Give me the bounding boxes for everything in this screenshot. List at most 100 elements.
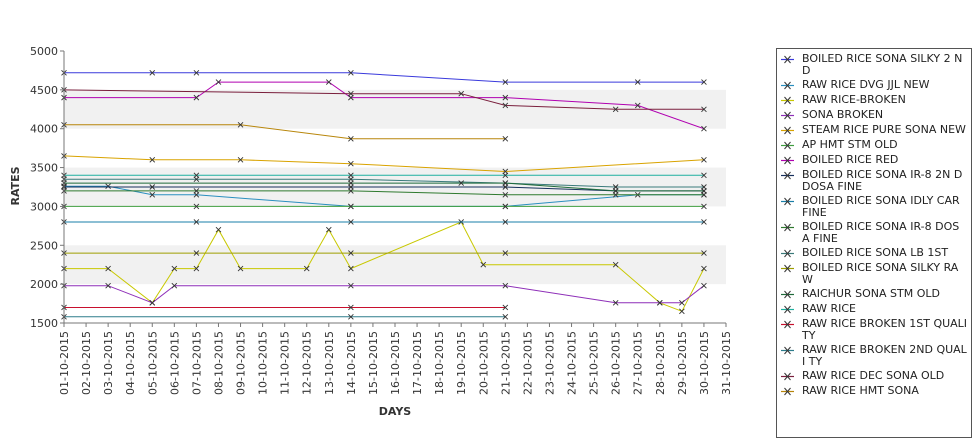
data-point <box>701 156 707 163</box>
legend-item: SONA BROKEN <box>777 109 971 122</box>
x-tick-label: 12-10-2015 <box>301 331 314 395</box>
series-8 <box>61 219 707 225</box>
legend-label: BOILED RICE SONA SILKY 2 ND <box>802 52 963 77</box>
data-point <box>149 184 156 190</box>
legend-label: BOILED RICE SONA SILKY RA W <box>802 261 959 286</box>
y-tick-label: 3500 <box>30 162 58 175</box>
x-tick-label: 23-10-2015 <box>543 331 556 395</box>
data-point <box>502 313 509 320</box>
data-point <box>502 282 509 289</box>
x-axis-ticks: 01-10-2015 02-10-2015 03-10-2015 04-10-2015… <box>58 323 733 395</box>
legend-marker-icon <box>781 111 794 120</box>
x-tick-label: 10-10-2015 <box>257 331 270 395</box>
data-point <box>193 94 200 101</box>
legend-marker-icon <box>781 305 794 314</box>
legend-item: BOILED RICE SONA SILKY RA W <box>777 262 971 286</box>
legend-item: RAW RICE-BROKEN <box>777 94 971 107</box>
x-tick-label: 01-10-2015 <box>58 331 71 395</box>
data-point <box>348 135 354 142</box>
data-point <box>612 299 619 306</box>
legend-item: BOILED RICE SONA IR-8 DOS A FINE <box>777 221 971 245</box>
data-point <box>171 265 178 272</box>
legend-marker-icon <box>781 320 794 329</box>
x-tick-label: 15-10-2015 <box>367 331 380 395</box>
data-point <box>656 299 663 306</box>
data-point <box>701 106 707 113</box>
x-tick-label: 04-10-2015 <box>124 331 137 395</box>
data-point <box>149 299 156 306</box>
data-point <box>458 90 465 97</box>
data-point <box>105 183 111 190</box>
legend-item: BOILED RICE SONA IR-8 2N D DOSA FINE <box>777 169 971 193</box>
legend-item: BOILED RICE SONA SILKY 2 ND <box>777 53 971 77</box>
legend-label: RAW RICE <box>802 302 857 315</box>
data-point <box>701 188 707 194</box>
grid-band <box>64 245 726 285</box>
legend-item: RAW RICE HMT SONA <box>777 385 971 398</box>
x-tick-label: 16-10-2015 <box>389 331 402 395</box>
legend-marker-icon <box>781 126 794 135</box>
data-point <box>171 282 178 289</box>
chart-legend: BOILED RICE SONA SILKY 2 ND RAW RICE DVG … <box>776 48 972 438</box>
legend-marker-icon <box>781 346 794 355</box>
legend-label: RAW RICE-BROKEN <box>802 93 906 106</box>
data-point <box>105 282 111 289</box>
series-line <box>64 178 704 188</box>
data-point <box>701 172 707 179</box>
series-14 <box>61 304 509 311</box>
data-point <box>612 106 619 113</box>
series-line <box>64 72 704 83</box>
legend-item: RAW RICE DEC SONA OLD <box>777 370 971 383</box>
y-axis-ticks: 1500 2000 2500 3000 3500 4000 4500 5000 <box>30 45 64 330</box>
x-tick-label: 11-10-2015 <box>279 331 292 395</box>
legend-marker-icon <box>781 96 794 105</box>
series-line <box>64 185 704 207</box>
legend-label: SONA BROKEN <box>802 108 884 121</box>
data-point <box>502 219 509 225</box>
y-tick-label: 5000 <box>30 45 58 58</box>
data-point <box>149 156 156 163</box>
data-point <box>679 299 685 306</box>
x-tick-label: 18-10-2015 <box>433 331 446 395</box>
legend-item: BOILED RICE SONA IDLY CAR FINE <box>777 195 971 219</box>
series-0 <box>61 69 707 85</box>
series-line <box>63 89 704 110</box>
data-point <box>634 79 641 85</box>
x-tick-label: 08-10-2015 <box>212 331 225 395</box>
data-point <box>458 180 465 186</box>
legend-marker-icon <box>781 223 794 232</box>
x-tick-label: 07-10-2015 <box>190 331 203 395</box>
legend-marker-icon <box>781 249 794 258</box>
legend-label: RAW RICE DEC SONA OLD <box>802 369 945 382</box>
legend-item: AP HMT STM OLD <box>777 139 971 152</box>
series-lines <box>61 69 707 320</box>
y-axis-title: RATES <box>9 166 22 205</box>
data-point <box>149 69 156 76</box>
y-tick-label: 2000 <box>30 278 58 291</box>
y-tick-label: 4000 <box>30 123 58 136</box>
data-point <box>348 172 354 179</box>
legend-label: STEAM RICE PURE SONA NEW <box>802 123 966 136</box>
data-point <box>348 282 354 289</box>
legend-marker-icon <box>781 264 794 273</box>
legend-label: BOILED RICE SONA LB 1ST <box>802 246 949 259</box>
data-point <box>348 203 354 210</box>
x-tick-label: 02-10-2015 <box>80 331 93 395</box>
data-point <box>701 250 707 256</box>
legend-label: RAICHUR SONA STM OLD <box>802 287 940 300</box>
data-point <box>348 160 354 167</box>
x-tick-label: 09-10-2015 <box>235 331 248 395</box>
legend-label: BOILED RICE SONA IDLY CAR FINE <box>802 194 960 219</box>
data-point <box>348 219 354 225</box>
data-point <box>502 135 509 142</box>
data-point <box>237 265 244 272</box>
series-13 <box>61 172 707 179</box>
legend-label: BOILED RICE SONA IR-8 DOS A FINE <box>802 220 960 245</box>
data-point <box>348 180 354 186</box>
data-point <box>701 79 707 85</box>
series-4 <box>61 153 707 175</box>
data-point <box>303 265 310 272</box>
data-point <box>348 313 354 320</box>
x-tick-label: 28-10-2015 <box>654 331 667 395</box>
data-point <box>634 102 641 109</box>
